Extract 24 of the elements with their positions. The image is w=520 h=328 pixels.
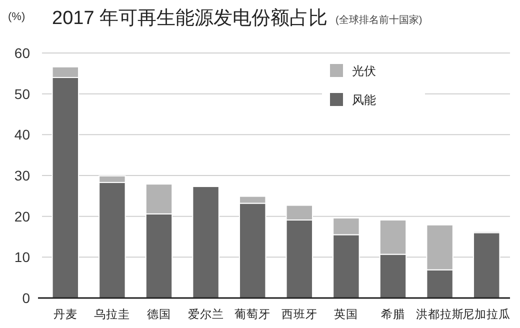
x-tick-label: 乌拉圭 bbox=[94, 308, 130, 321]
subtitle: (全球排名前十国家) bbox=[336, 15, 422, 26]
legend-label: 风能 bbox=[352, 93, 376, 107]
y-tick-label: 30 bbox=[14, 168, 30, 184]
y-tick-label: 60 bbox=[14, 45, 30, 61]
x-tick-label: 洪都拉斯 bbox=[416, 308, 464, 321]
y-tick-label: 40 bbox=[14, 126, 30, 143]
bar bbox=[192, 186, 220, 298]
x-tick-label: 葡萄牙 bbox=[234, 308, 271, 321]
x-tick-label: 德国 bbox=[147, 308, 171, 321]
bar bbox=[472, 232, 500, 298]
x-tick-label: 西班牙 bbox=[281, 308, 318, 321]
ylabel: (%) bbox=[8, 11, 26, 23]
y-tick-label: 0 bbox=[22, 290, 30, 306]
x-tick-label: 爱尔兰 bbox=[188, 307, 224, 321]
x-tick-label: 希腊 bbox=[381, 308, 405, 321]
y-tick-label: 10 bbox=[14, 249, 30, 266]
legend-label: 光伏 bbox=[352, 64, 376, 78]
x-tick-label: 丹麦 bbox=[53, 308, 78, 321]
y-tick-label: 50 bbox=[14, 86, 30, 102]
title: 2017 年可再生能源发电份额占比 bbox=[52, 8, 328, 29]
y-tick-label: 20 bbox=[14, 208, 30, 224]
x-tick-label: 英国 bbox=[334, 308, 358, 321]
x-tick-label: 尼加拉瓜 bbox=[462, 308, 511, 321]
